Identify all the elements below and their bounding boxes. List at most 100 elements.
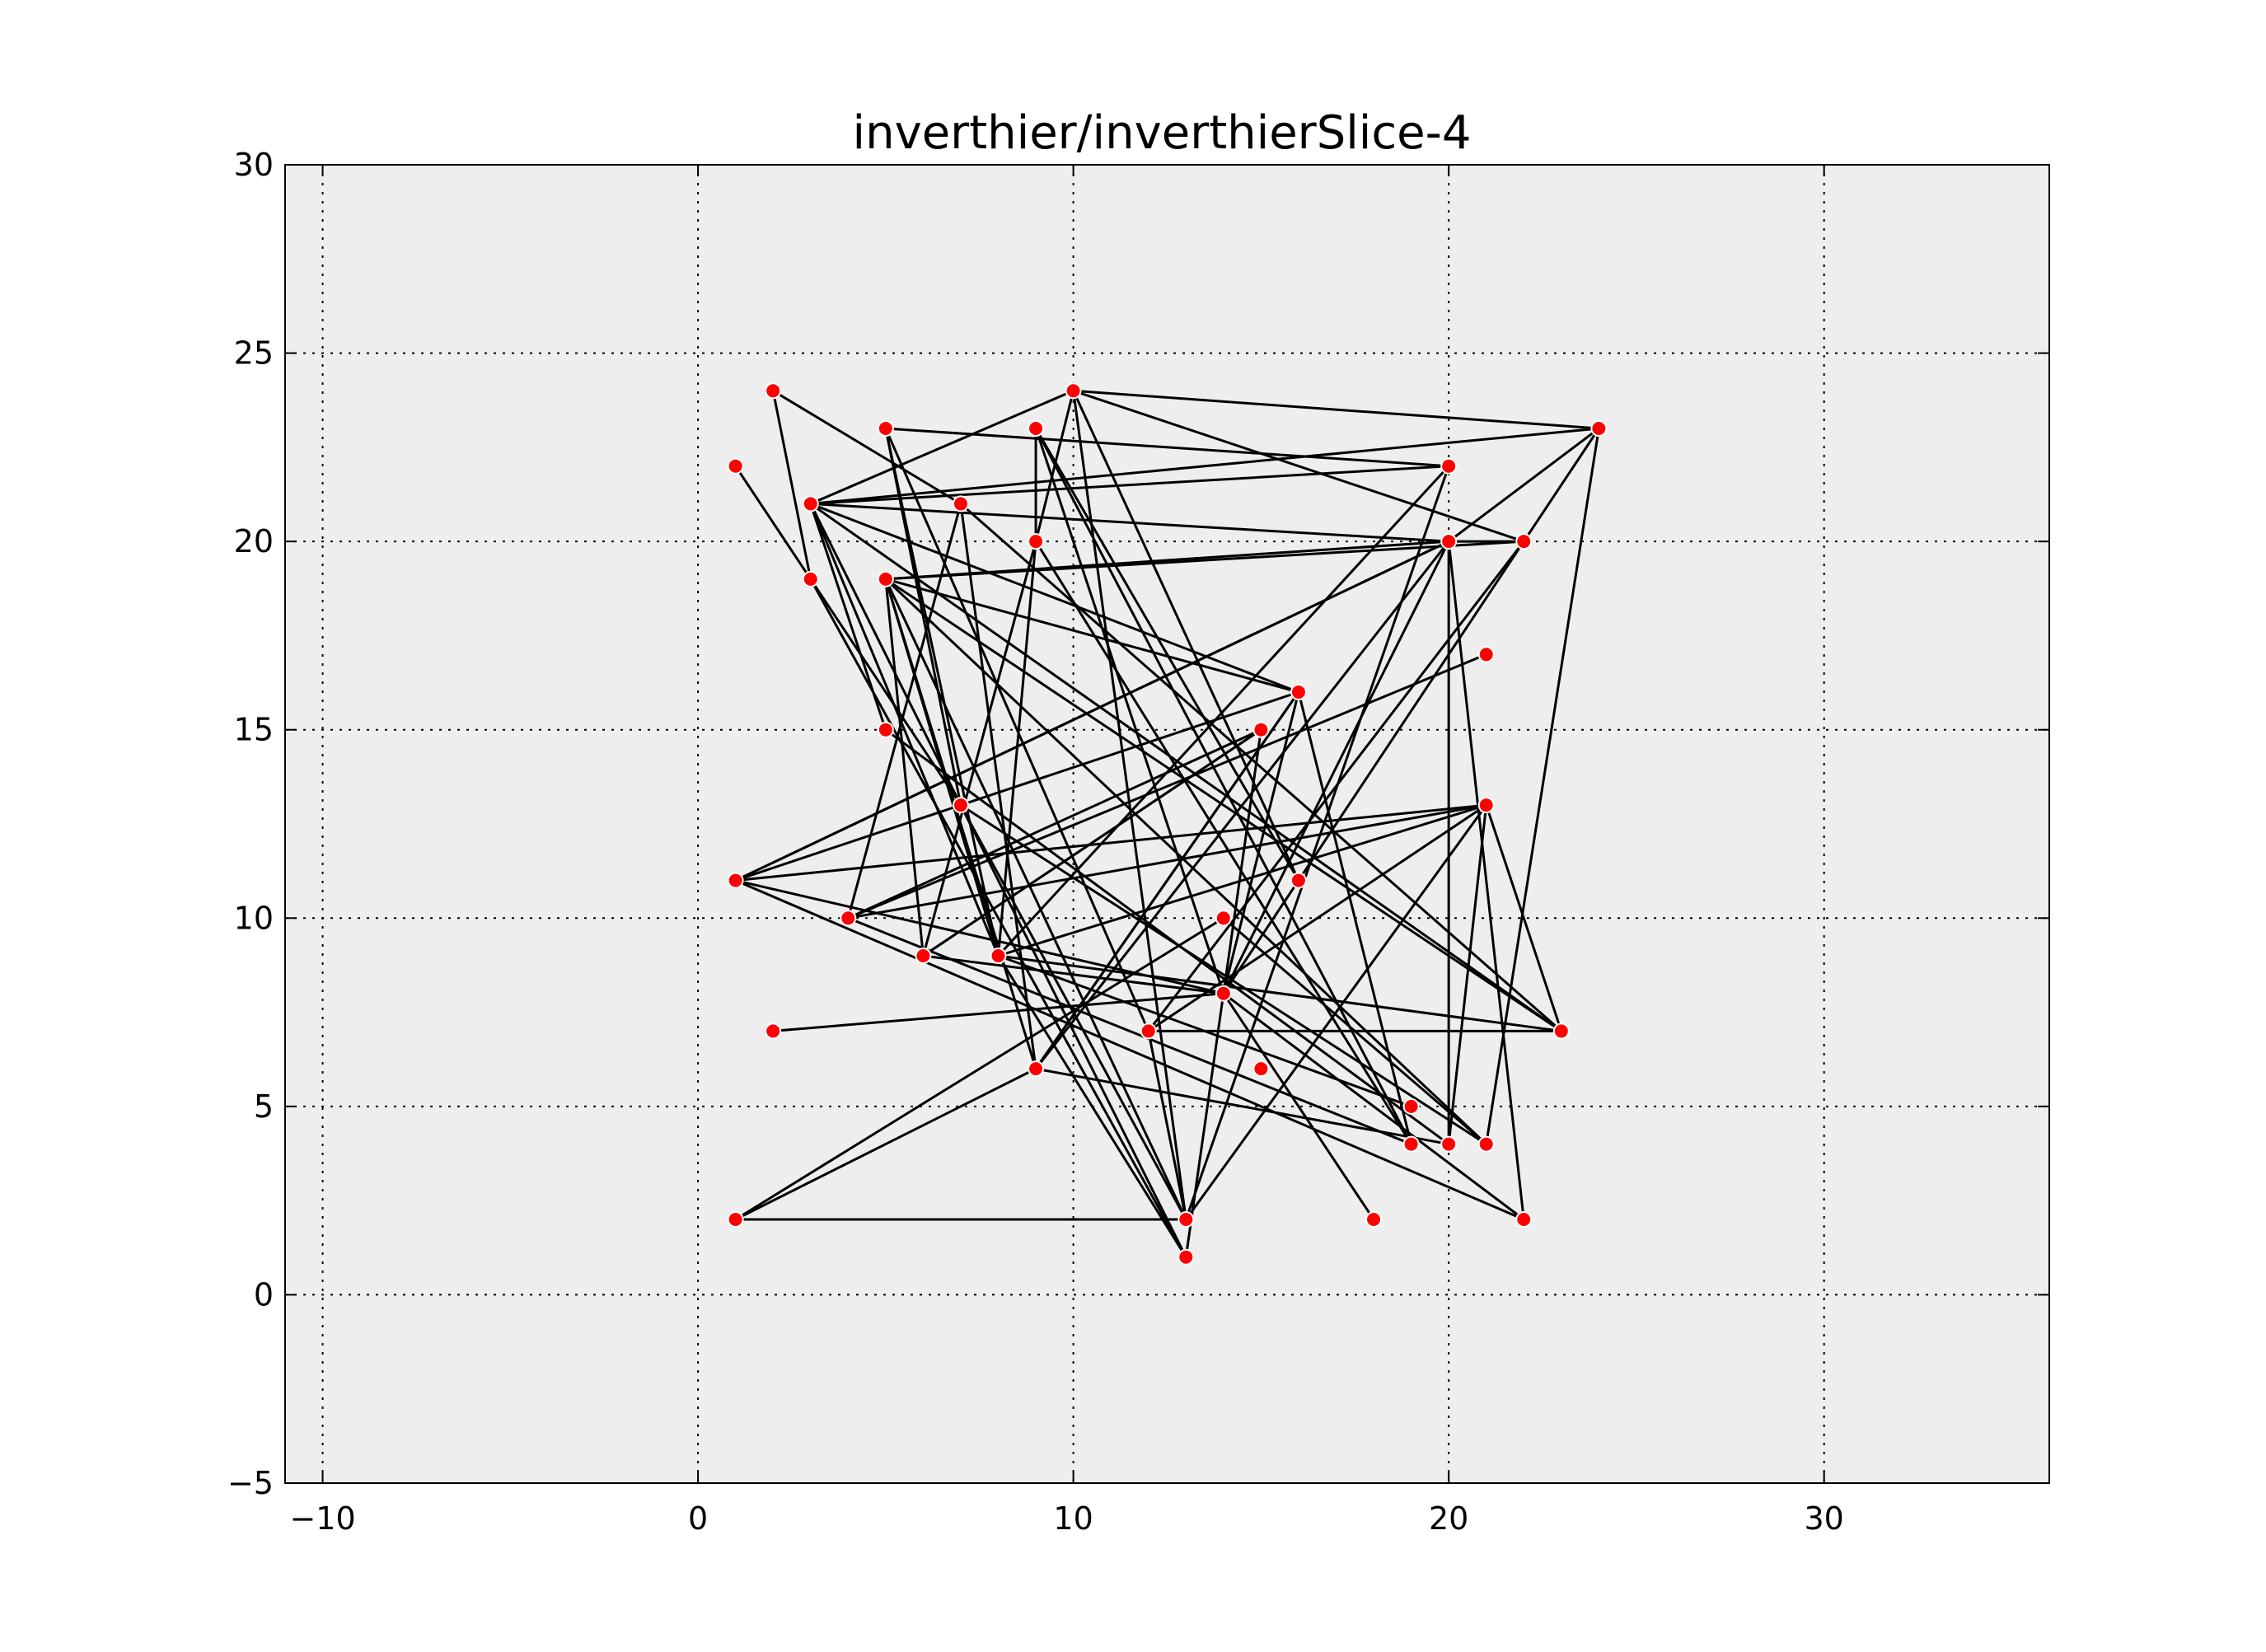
graph-edge [848, 803, 1486, 920]
graph-edge [1073, 389, 1524, 543]
data-point [1590, 420, 1608, 437]
graph-edge [735, 690, 1299, 882]
grid [285, 164, 2049, 1484]
chart-title: inverthier/inverthierSlice-4 [853, 106, 1472, 160]
graph-edge [1448, 427, 1600, 543]
graph-edge [809, 578, 1187, 1258]
graph-edge [1447, 804, 1488, 1144]
graph-edge [1034, 428, 1300, 882]
graph-edge [1147, 1031, 1187, 1220]
graph-edge [1034, 541, 1412, 1145]
y-tick-label: 5 [254, 1088, 274, 1125]
graph-edge [884, 428, 962, 806]
data-point [1028, 533, 1045, 550]
graph-edge [923, 954, 1224, 995]
graph-edge [884, 578, 1000, 957]
y-tick-label: 0 [254, 1276, 274, 1313]
graph-edge [922, 728, 1262, 957]
graph-edge [846, 503, 962, 919]
data-point [1065, 382, 1082, 400]
nodes [727, 382, 1608, 1266]
y-tick-label: 30 [234, 147, 274, 183]
x-tick-label: −10 [289, 1500, 355, 1537]
graph-edge [809, 503, 1000, 957]
graph-edge [997, 465, 1450, 957]
data-point [765, 382, 782, 400]
data-point [1402, 1135, 1420, 1153]
graph-edge [1485, 804, 1563, 1032]
graph-edge [885, 427, 1449, 468]
data-point [877, 721, 894, 738]
graph-edge [998, 803, 1487, 957]
data-point [1290, 684, 1307, 700]
graph-edge [1447, 541, 1525, 1220]
graph-edge [1222, 992, 1375, 1220]
x-tick-label: 20 [1429, 1500, 1468, 1537]
data-point [1440, 457, 1458, 475]
data-point [1028, 420, 1045, 437]
data-point [1477, 1135, 1495, 1153]
graph-edge [847, 916, 1412, 1145]
graph-edge [884, 428, 1150, 1032]
graph-edge [921, 541, 1037, 957]
y-tick-label: 25 [234, 335, 274, 372]
data-point [952, 797, 969, 814]
graph-edge [734, 1067, 1037, 1221]
graph-edge [884, 578, 1487, 1145]
data-point [990, 948, 1007, 964]
data-point [802, 570, 819, 587]
graph-edge [1072, 391, 1187, 1220]
x-tick-label: 30 [1805, 1500, 1844, 1537]
graph-edge [959, 503, 1562, 1032]
data-point [1215, 985, 1232, 1002]
data-point [1140, 1023, 1157, 1040]
data-point [765, 1023, 782, 1040]
graph-edge [885, 578, 1299, 694]
data-point [952, 495, 969, 512]
graph-edge [1222, 541, 1450, 994]
edges [734, 389, 1600, 1258]
graph-edge [884, 578, 925, 957]
graph-edge [734, 917, 1224, 1221]
graph-edge [810, 465, 1449, 505]
graph-edge [847, 653, 1487, 920]
y-tick-label: −5 [227, 1465, 274, 1501]
data-point [727, 457, 744, 475]
graph-edge [735, 803, 1486, 882]
data-point [1477, 646, 1495, 663]
graph-edge [998, 954, 1562, 1032]
graph-edge [810, 427, 1599, 505]
graph-edge [1147, 541, 1525, 1032]
x-tick-label: 0 [688, 1500, 708, 1537]
graph-edge [1034, 428, 1225, 994]
graph-edge [1297, 691, 1413, 1144]
graph-edge [1222, 428, 1600, 994]
graph-edge [997, 954, 1412, 1108]
x-tick-label: 10 [1053, 1500, 1093, 1537]
data-point [1215, 910, 1232, 927]
graph-edge [884, 578, 1187, 1220]
graph-edge [734, 465, 962, 806]
data-point [877, 570, 894, 587]
graph-edge [1034, 691, 1300, 1070]
data-point [1440, 533, 1458, 550]
graph-edge [1147, 803, 1487, 1032]
data-point [1440, 1135, 1458, 1153]
data-point [1515, 1211, 1533, 1228]
graph-edge [773, 992, 1224, 1032]
y-tick-label: 10 [234, 900, 274, 936]
graph-edge [847, 728, 1262, 920]
data-point [840, 910, 857, 927]
data-point [1177, 1211, 1195, 1228]
data-point [915, 948, 932, 964]
graph-edge [885, 540, 1449, 581]
graph-edge [1072, 390, 1300, 882]
data-point [1028, 1060, 1045, 1078]
graph-edge [734, 540, 1449, 882]
axis-ticks: −10 0 10 20 30 −5 0 5 10 15 20 25 30 [227, 147, 2049, 1537]
graph-edge [810, 502, 1449, 543]
data-point [1552, 1023, 1570, 1040]
data-point [727, 872, 744, 889]
graph-edge [1222, 691, 1300, 994]
